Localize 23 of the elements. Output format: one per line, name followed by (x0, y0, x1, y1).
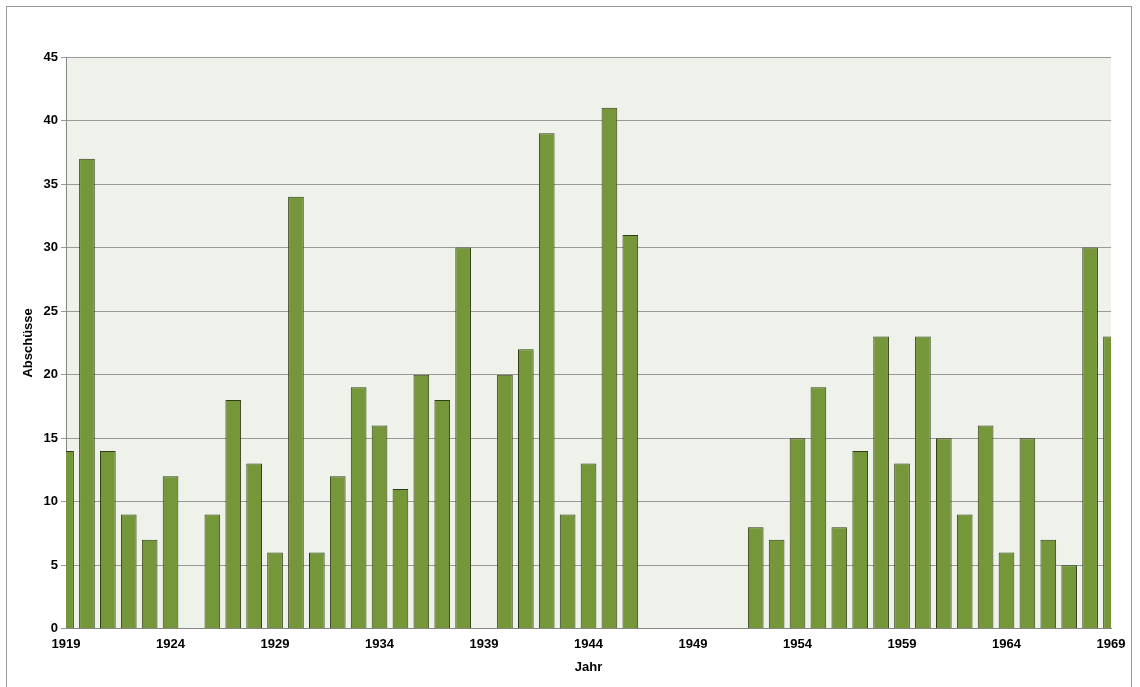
x-tick-label: 1944 (574, 636, 604, 652)
x-tick-label: 1954 (783, 636, 813, 652)
y-tick-label: 20 (43, 366, 59, 382)
x-tick-label: 1934 (365, 636, 395, 652)
x-tick-label: 1964 (992, 636, 1022, 652)
y-tick-label: 25 (43, 302, 59, 318)
y-tick-label: 0 (50, 620, 59, 636)
y-axis-title: Abschüsse (20, 308, 36, 378)
y-tick-label: 40 (43, 112, 59, 128)
x-tick-label: 1969 (1096, 636, 1126, 652)
y-tick-label: 10 (43, 493, 59, 509)
y-tick-label: 45 (43, 48, 59, 64)
x-tick-label: 1919 (51, 636, 81, 652)
x-axis-title: Jahr (574, 658, 603, 674)
x-tick-label: 1949 (678, 636, 708, 652)
x-tick-label: 1939 (469, 636, 499, 652)
y-tick-label: 30 (43, 239, 59, 255)
y-tick-label: 35 (43, 175, 59, 191)
x-tick-label: 1924 (156, 636, 186, 652)
x-tick-label: 1929 (260, 636, 290, 652)
x-tick-label: 1959 (887, 636, 917, 652)
y-tick-label: 5 (50, 556, 59, 572)
y-tick-label: 15 (43, 429, 59, 445)
